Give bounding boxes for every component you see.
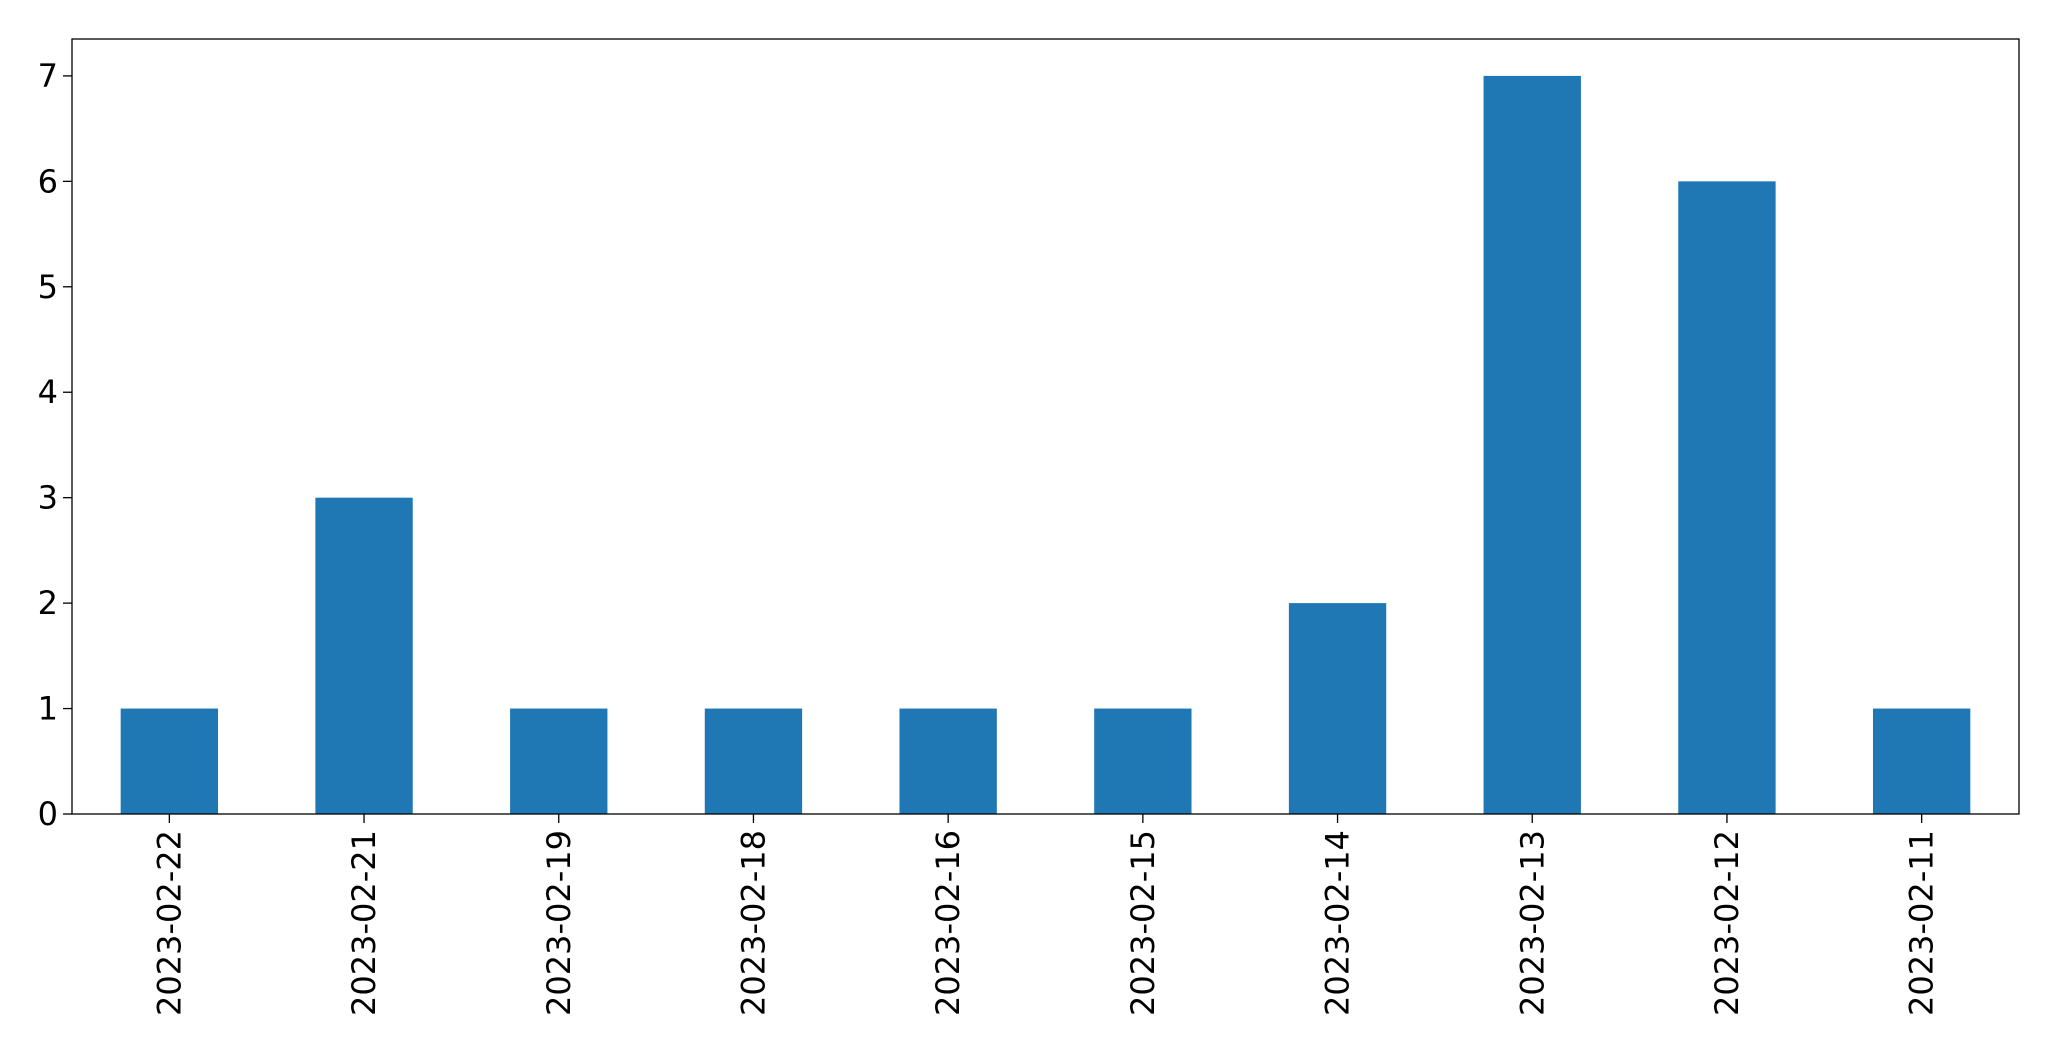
bar [315,497,413,814]
plot-area: 0 1 2 3 4 5 6 7 2023-02-22 2023-02-21 2023-02-19 20… [38,57,1971,1016]
x-tick-label: 2023-02-14 [1319,830,1357,1016]
bar [1483,75,1581,814]
x-tick-label: 2023-02-22 [150,830,188,1016]
y-tick-label: 1 [38,690,58,728]
y-tick-label: 0 [38,795,58,833]
y-tick-label: 3 [38,479,58,517]
y-tick-label: 4 [38,373,58,411]
x-tick-label: 2023-02-13 [1513,830,1551,1016]
bar [510,708,608,814]
y-tick-label: 5 [38,268,58,306]
x-tick-label: 2023-02-19 [540,830,578,1016]
bar [1678,181,1776,815]
x-tick-label: 2023-02-21 [345,830,383,1016]
x-tick-label: 2023-02-15 [1124,830,1162,1016]
bar [899,708,997,814]
bar [1872,708,1971,814]
x-tick-label: 2023-02-16 [929,830,967,1016]
x-tick-label: 2023-02-11 [1903,830,1941,1016]
x-tick-label: 2023-02-12 [1708,830,1746,1016]
axes-frame [71,38,2020,815]
x-tick-label: 2023-02-18 [734,830,772,1016]
bar [120,708,219,814]
y-tick-label: 2 [38,584,58,622]
y-tick-label: 7 [38,57,58,95]
bar [1288,603,1387,814]
bar [704,708,803,814]
bar [1094,708,1192,814]
y-tick-label: 6 [38,162,58,200]
